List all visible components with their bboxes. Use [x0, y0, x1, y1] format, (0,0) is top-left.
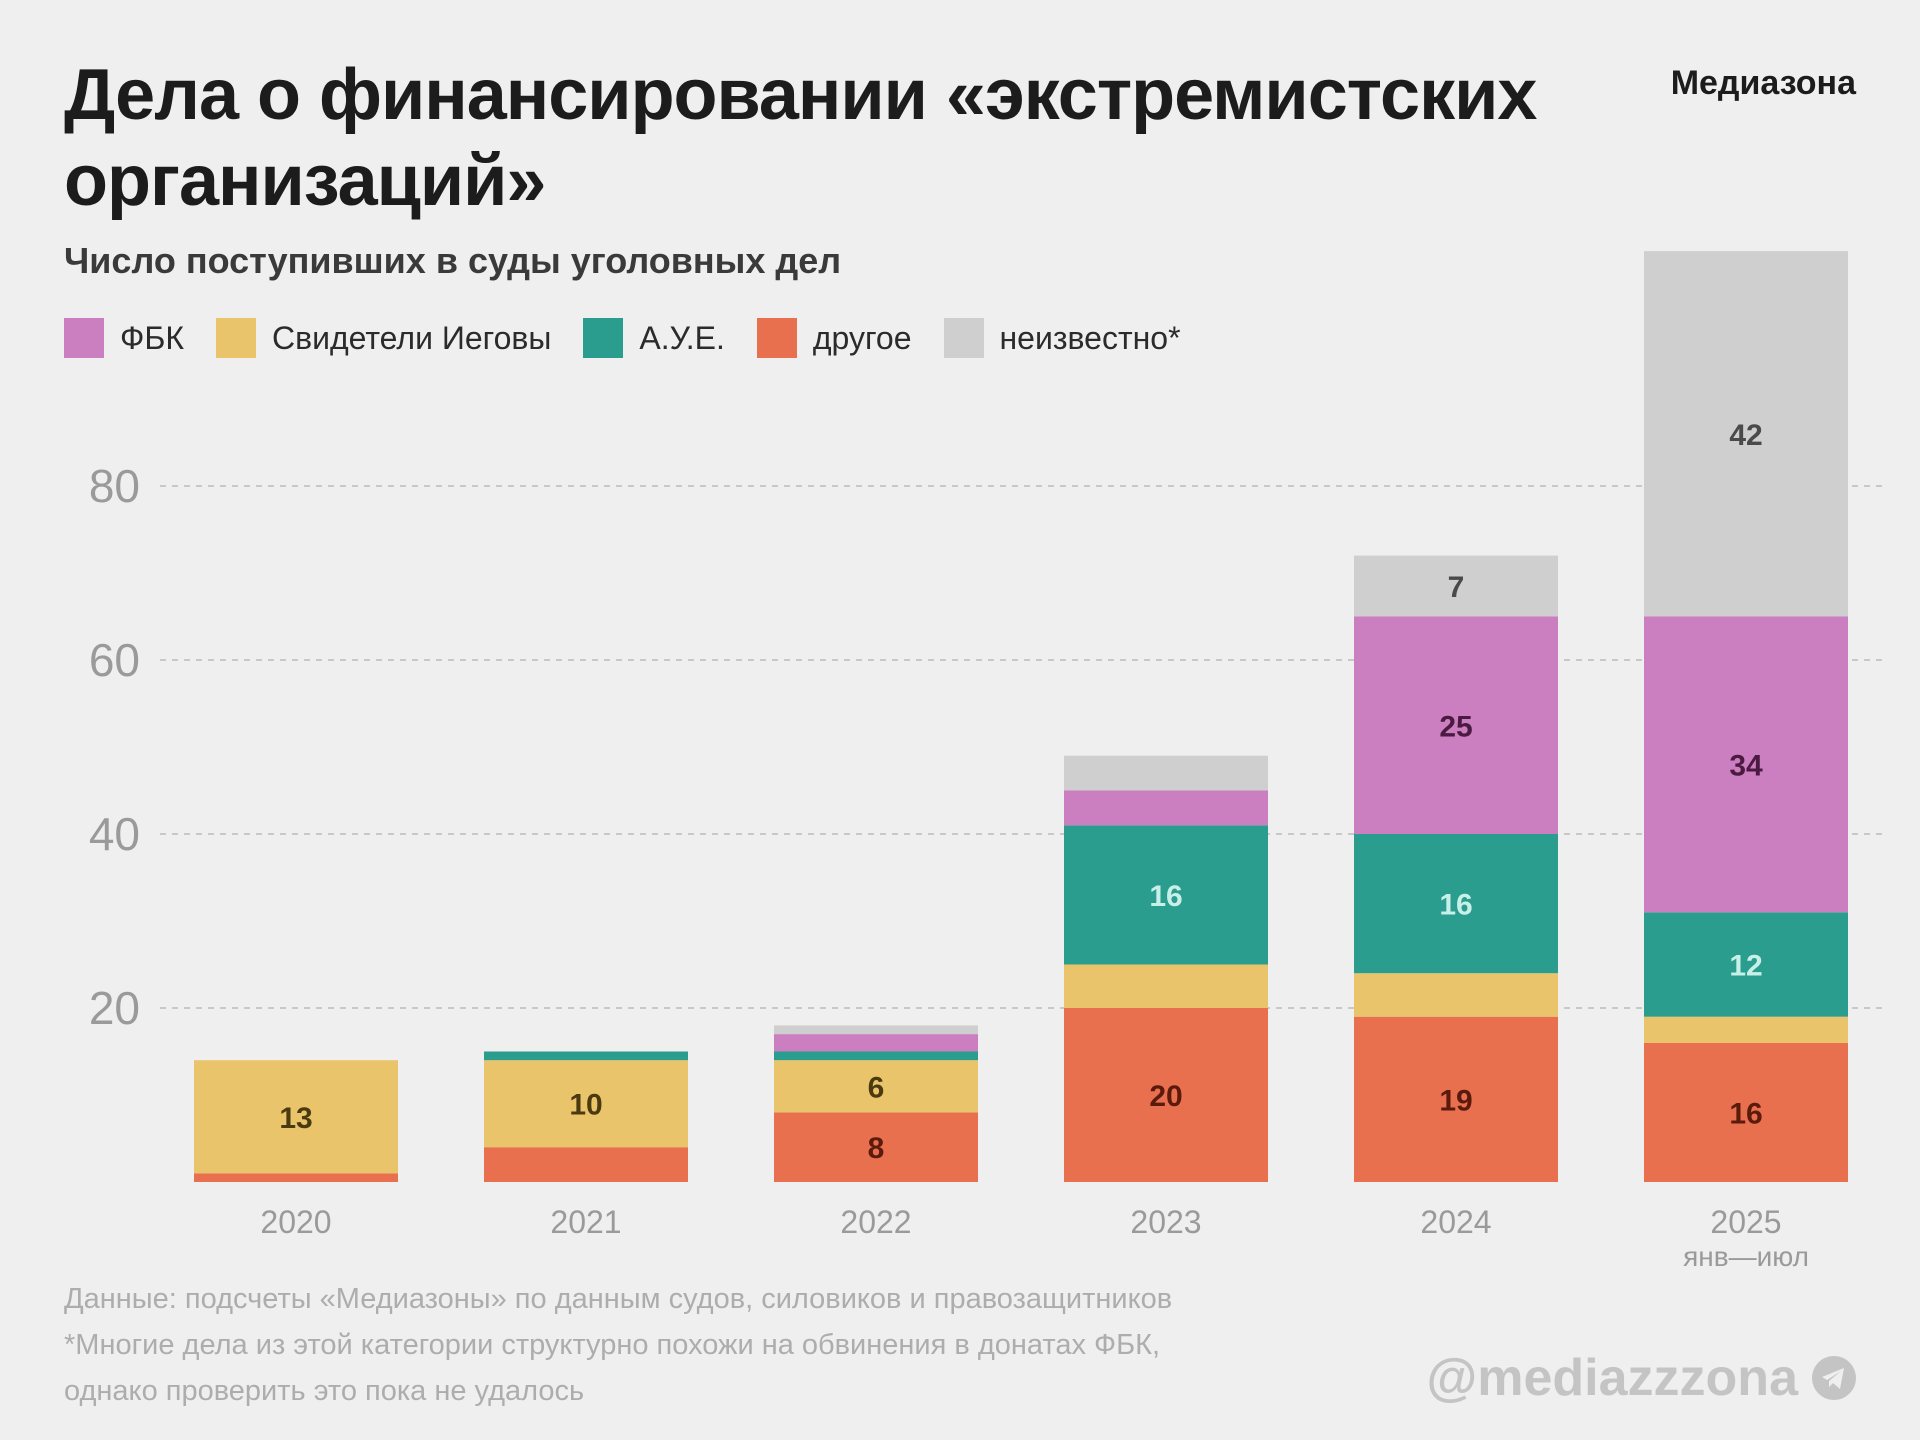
bar-segment-2023-2 [1064, 825, 1268, 965]
bar-segment-2024-3 [1354, 616, 1558, 834]
bar-segment-2022-1 [774, 1060, 978, 1113]
bar-segment-2022-4 [774, 1025, 978, 1035]
brand-logo: Медиазона [1670, 64, 1856, 102]
data-label-2025-0: 16 [1729, 1097, 1762, 1130]
legend-item-fbk: ФБК [64, 318, 184, 358]
y-tick-label-80: 80 [89, 460, 140, 512]
legend-item-aue: А.У.Е. [583, 318, 725, 358]
bar-segment-2020-0 [194, 1173, 398, 1182]
data-label-2025-2: 12 [1729, 950, 1762, 983]
data-label-2023-0: 20 [1149, 1080, 1182, 1113]
bar-segment-2021-0 [484, 1147, 688, 1182]
footnote-line-2: однако проверить это пока не удалось [64, 1375, 585, 1407]
data-label-2023-2: 16 [1149, 880, 1182, 913]
bar-segment-2024-4 [1354, 555, 1558, 617]
bar-segment-2024-0 [1354, 1016, 1558, 1182]
bar-segment-2025-4 [1644, 251, 1848, 617]
bar-segment-2025-1 [1644, 1016, 1848, 1043]
telegram-icon [1812, 1356, 1856, 1400]
legend-label-fbk: ФБК [120, 319, 184, 356]
bar-segment-2025-2 [1644, 912, 1848, 1017]
legend-label-jehovah: Свидетели Иеговы [271, 319, 552, 356]
bar-segment-2023-3 [1064, 790, 1268, 826]
legend: ФБК Свидетели Иеговы А.У.Е. другое неизв… [64, 318, 1213, 358]
footnotes: Данные: подсчеты «Медиазоны» по данным с… [64, 1276, 1172, 1414]
x-tick-sublabel-2025: янв—июл [1683, 1241, 1809, 1272]
bar-segment-2022-2 [774, 1051, 978, 1061]
data-label-2022-0: 8 [868, 1132, 885, 1165]
data-label-2024-0: 19 [1439, 1084, 1472, 1117]
x-tick-label-2025: 2025 [1710, 1204, 1781, 1240]
source-note: Данные: подсчеты «Медиазоны» по данным с… [64, 1283, 1173, 1315]
y-tick-label-40: 40 [89, 808, 140, 860]
legend-label-other: другое [812, 319, 912, 356]
chart-title: Дела о финансировании «экстремистских ор… [64, 55, 1537, 221]
bar-segment-2025-3 [1644, 616, 1848, 913]
bar-segment-2021-1 [484, 1060, 688, 1148]
bar-segment-2022-3 [774, 1034, 978, 1052]
data-label-2025-4: 42 [1729, 419, 1762, 452]
legend-swatch-fbk [64, 318, 104, 358]
bar-segment-2025-0 [1644, 1042, 1848, 1182]
bar-segment-2022-0 [774, 1112, 978, 1182]
bar-segment-2024-1 [1354, 973, 1558, 1017]
x-tick-label-2023: 2023 [1130, 1204, 1201, 1240]
bar-segment-2021-2 [484, 1051, 688, 1061]
legend-swatch-other [756, 318, 797, 358]
legend-label-aue: А.У.Е. [639, 319, 725, 356]
data-label-2024-3: 25 [1439, 710, 1472, 743]
data-label-2024-2: 16 [1439, 889, 1472, 922]
legend-item-jehovah: Свидетели Иеговы [215, 318, 552, 358]
data-label-2022-1: 6 [868, 1071, 885, 1104]
legend-label-unknown: неизвестно* [999, 319, 1181, 356]
x-tick-label-2020: 2020 [260, 1204, 331, 1240]
data-label-2021-1: 10 [569, 1089, 602, 1122]
social-handle[interactable]: @mediazzzona [1427, 1348, 1856, 1408]
y-tick-label-20: 20 [89, 982, 140, 1034]
bar-segment-2024-2 [1354, 834, 1558, 974]
x-tick-label-2024: 2024 [1420, 1204, 1491, 1240]
data-label-2024-4: 7 [1448, 571, 1465, 604]
bar-segment-2023-0 [1064, 1008, 1268, 1182]
y-tick-label-60: 60 [89, 634, 140, 686]
legend-swatch-aue [583, 318, 624, 358]
footnote-line-1: *Многие дела из этой категории структурн… [64, 1329, 1161, 1361]
data-label-2025-3: 34 [1729, 749, 1763, 782]
legend-swatch-jehovah [215, 318, 256, 358]
legend-item-unknown: неизвестно* [943, 318, 1181, 358]
legend-swatch-unknown [943, 318, 984, 358]
x-tick-label-2022: 2022 [840, 1204, 911, 1240]
bar-segment-2023-1 [1064, 964, 1268, 1008]
bar-segment-2020-1 [194, 1060, 398, 1174]
x-tick-label-2021: 2021 [550, 1204, 621, 1240]
bar-segment-2023-4 [1064, 755, 1268, 791]
legend-item-other: другое [756, 318, 912, 358]
data-label-2020-1: 13 [279, 1102, 312, 1135]
handle-text: @mediazzzona [1426, 1349, 1798, 1407]
chart-subtitle: Число поступивших в суды уголовных дел [64, 240, 842, 281]
